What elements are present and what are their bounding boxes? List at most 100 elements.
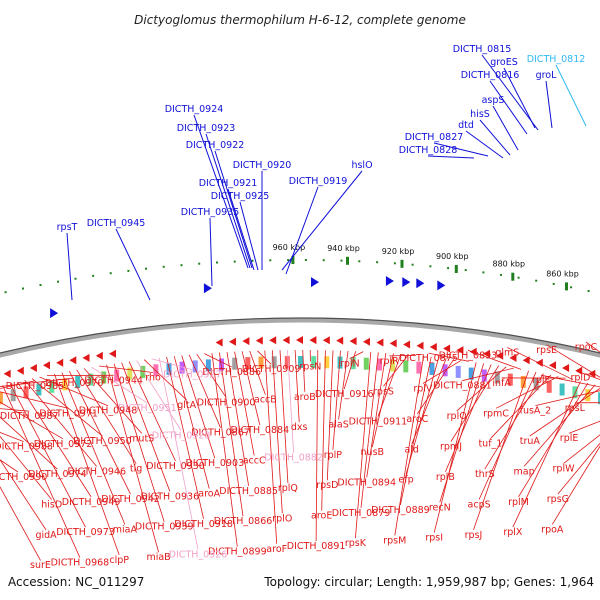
leader-line <box>9 383 86 528</box>
gene-label: DICTH_0891 <box>287 541 346 552</box>
gene-label: accB <box>254 395 277 406</box>
reverse-gene <box>56 358 64 367</box>
leader-line <box>551 445 600 525</box>
cog-block <box>271 356 277 369</box>
leader-line <box>66 232 73 301</box>
leader-line <box>188 354 221 428</box>
leader-line <box>478 371 537 500</box>
reverse-gene <box>296 336 303 344</box>
leader-line <box>568 420 600 434</box>
leader-line <box>383 354 409 387</box>
leader-line <box>31 378 103 437</box>
leader-line <box>321 350 326 511</box>
reverse-gene <box>82 353 90 362</box>
gene-label: aroE <box>311 511 332 522</box>
kbp-label: 940 kbp <box>327 244 360 253</box>
leader-line <box>239 201 259 271</box>
gene-label: gltA <box>177 400 196 411</box>
gene-label: DICTH_0920 <box>233 160 292 171</box>
gene-label: DICTH_0881 <box>433 381 492 392</box>
reverse-gene <box>282 336 290 345</box>
leader-line <box>0 377 75 387</box>
reverse-gene <box>349 337 357 346</box>
gene-label: rplE <box>560 433 579 444</box>
leader-line <box>411 358 447 445</box>
gene-label: DICTH_0944 <box>84 375 143 386</box>
gene-label: DICTH_0973 <box>56 527 115 538</box>
gene-label: DICTH_0935 <box>181 207 240 218</box>
leader-line <box>0 380 35 389</box>
leader-line <box>205 133 251 269</box>
gene-label: infA <box>492 378 511 389</box>
leader-line <box>456 366 507 412</box>
gene-label: rho <box>145 373 161 384</box>
leader-line <box>427 155 475 159</box>
cog-block <box>23 386 29 399</box>
gene-label: rplX <box>503 527 523 538</box>
gene-label: DICTH_0968 <box>51 558 110 569</box>
gene-label: DICTH_0909 <box>242 364 301 375</box>
gene-label: rpsN <box>299 361 321 372</box>
gene-label: DICTH_0971 <box>39 408 98 419</box>
gene-label: map <box>514 466 535 477</box>
gene-label: aroB <box>294 392 316 403</box>
gene-label: rpoC <box>575 342 598 353</box>
gene-label: DICTH_0879 <box>332 508 391 519</box>
kbp-label: 880 kbp <box>492 260 525 269</box>
gene-label: DICTH_0951 <box>118 403 177 414</box>
cog-block <box>533 378 539 391</box>
leader-line <box>166 356 204 519</box>
leader-line <box>315 350 319 542</box>
leader-line <box>115 228 151 301</box>
gene-label: rplW <box>553 464 576 475</box>
leader-line <box>389 354 417 357</box>
kbp-tick <box>400 259 404 268</box>
gene-label: DICTH_0885 <box>219 486 278 497</box>
cog-block <box>232 357 238 370</box>
gene-label: DICTH_0899 <box>208 547 267 558</box>
leader-line <box>234 351 255 456</box>
gene-label: aspS <box>482 95 505 106</box>
gene-label: rplO <box>447 411 467 422</box>
gene-label: rplB <box>436 472 455 483</box>
gene-label: rpsD <box>316 480 338 491</box>
gene-label: miaA <box>113 525 138 536</box>
gene-label: DICTH_0828 <box>399 145 458 156</box>
cog-block <box>494 371 500 384</box>
cog-block <box>520 375 526 388</box>
gene-label: aroC <box>406 414 428 425</box>
leader-line <box>492 105 519 151</box>
gene-label: groL <box>536 70 558 81</box>
gene-label: clpP <box>109 555 129 566</box>
gene-label: groES <box>490 57 518 68</box>
gene-label: alaS <box>328 419 348 430</box>
reverse-gene <box>255 336 263 345</box>
cog-block <box>36 383 42 396</box>
cog-block <box>311 356 317 369</box>
cog-block <box>546 380 552 393</box>
leader-line <box>503 67 536 129</box>
gene-label: DICTH_0928 <box>152 431 211 442</box>
leader-line <box>400 356 432 506</box>
gene-label: DICTH_0939 <box>135 522 194 533</box>
cog-block <box>507 373 513 386</box>
leader-line <box>143 359 187 401</box>
reverse-gene <box>322 336 330 345</box>
leader-line <box>39 376 109 407</box>
leader-line <box>209 217 213 287</box>
leader-line <box>113 363 165 522</box>
gene-label: DICTH_0866 <box>214 516 273 527</box>
leader-line <box>279 350 289 484</box>
gene-label: DICTH_0922 <box>186 140 245 151</box>
leader-line <box>416 359 455 415</box>
reverse-gene <box>309 336 317 345</box>
cog-block <box>337 356 343 369</box>
gene-label: rpsK <box>345 538 367 549</box>
gene-label: mutS <box>129 433 154 444</box>
reverse-gene <box>376 338 384 347</box>
kbp-tick <box>454 265 458 273</box>
leader-line <box>366 352 387 478</box>
reverse-gene <box>483 349 490 358</box>
gene-label: DICTH_0916 <box>315 389 374 400</box>
